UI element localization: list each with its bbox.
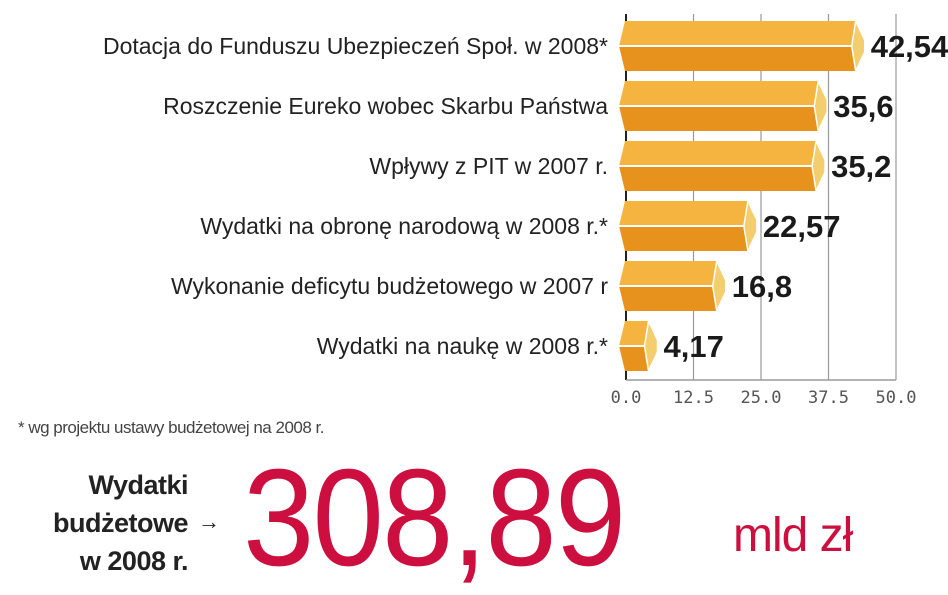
category-label: Roszczenie Eureko wobec Skarbu Państwa — [163, 93, 608, 119]
category-label: Wpływy z PIT w 2007 r. — [369, 153, 608, 179]
bar-chart: 0.0 12.5 25.0 37.5 50.0 Dotacja do Funduszu U… — [103, 14, 948, 408]
summary-label-line: budżetowe — [53, 508, 189, 538]
bar-bottom-face — [619, 346, 649, 371]
summary-unit: mld zł — [733, 509, 853, 562]
summary-label: Wydatki budżetowe w 2008 r. — [53, 466, 189, 580]
bar-top-face — [619, 201, 748, 226]
bar-bottom-face — [619, 106, 819, 131]
x-tick-label: 0.0 — [611, 388, 642, 408]
data-label: 35,2 — [831, 149, 891, 184]
x-tick-label: 25.0 — [741, 388, 782, 408]
footnote: * wg projektu ustawy budżetowej na 2008 … — [18, 418, 324, 437]
summary-value: 308,89 — [243, 441, 626, 595]
bar-top-face — [619, 261, 717, 286]
summary-label-line: w 2008 r. — [79, 546, 189, 576]
data-label: 22,57 — [763, 209, 841, 244]
x-tick-label: 50.0 — [876, 388, 917, 408]
data-label: 4,17 — [664, 329, 724, 364]
bar-top-face — [619, 81, 819, 106]
bar-end-cap — [813, 78, 828, 134]
bar-bottom-face — [619, 286, 717, 311]
bar-top-face — [619, 21, 856, 46]
summary-label-line: Wydatki — [88, 470, 188, 500]
bar-end-cap — [711, 258, 727, 314]
bar-end-cap — [811, 138, 826, 194]
data-label: 42,54 — [871, 29, 948, 64]
bar-end-cap — [643, 318, 659, 374]
bar-top-face — [619, 141, 817, 166]
bar-bottom-face — [619, 166, 817, 191]
arrow-right-icon: → — [198, 509, 220, 534]
category-label: Wydatki na naukę w 2008 r.* — [317, 333, 608, 359]
x-tick-label: 37.5 — [808, 388, 849, 408]
data-label: 16,8 — [732, 269, 792, 304]
bar-end-cap — [743, 198, 758, 254]
bar-bottom-face — [619, 226, 748, 251]
category-label: Wydatki na obronę narodową w 2008 r.* — [200, 213, 608, 239]
bar-top-face — [619, 321, 649, 346]
category-label: Dotacja do Funduszu Ubezpieczeń Społ. w … — [103, 33, 608, 59]
data-label: 35,6 — [833, 89, 893, 124]
bar-end-cap — [850, 18, 866, 74]
bar-bottom-face — [619, 46, 856, 71]
x-tick-label: 12.5 — [673, 388, 714, 408]
category-label: Wykonanie deficytu budżetowego w 2007 r — [171, 273, 608, 299]
